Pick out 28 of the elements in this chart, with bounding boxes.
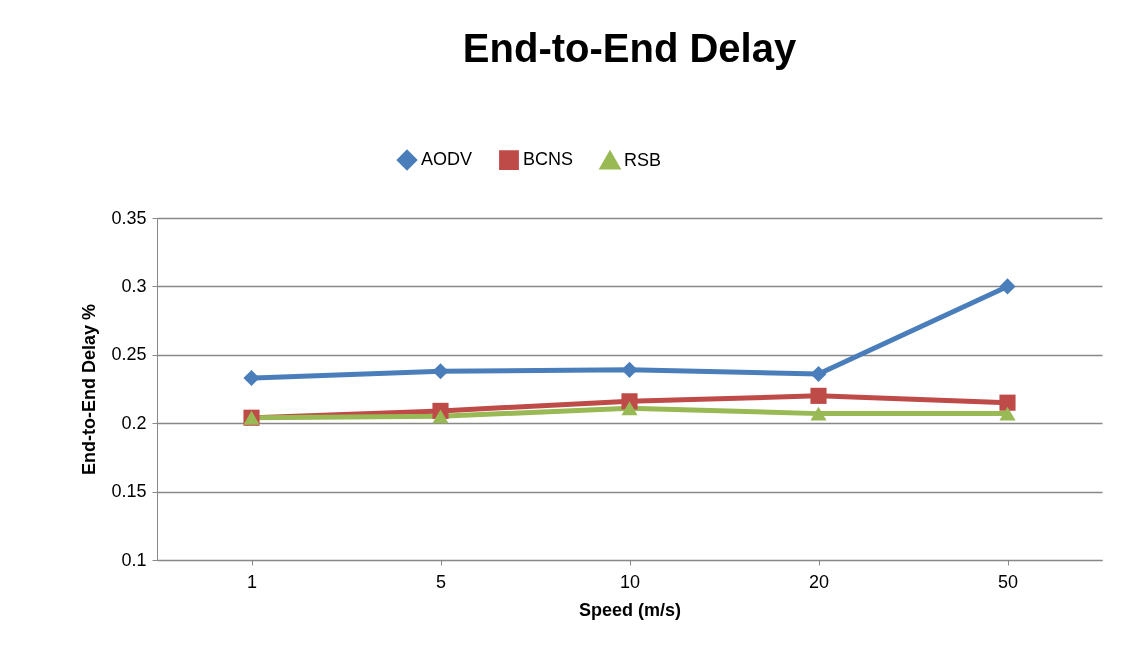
point	[810, 365, 827, 383]
point	[243, 369, 260, 387]
x-tick-label: 1	[246, 571, 258, 592]
point	[810, 387, 827, 404]
point	[810, 406, 827, 421]
y-tick-label: 0.3	[121, 275, 147, 296]
point	[999, 406, 1016, 421]
y-tick-label: 0.25	[111, 344, 147, 365]
x-tick-label: 50	[997, 571, 1019, 592]
x-tick-label: 20	[808, 571, 830, 592]
legend-label: BCNS	[523, 149, 574, 170]
x-tick-label: 5	[435, 571, 447, 592]
chart-title: End-to-End Delay	[462, 26, 797, 70]
point	[621, 361, 638, 378]
x-axis-title: Speed (m/s)	[578, 599, 682, 620]
point	[432, 409, 449, 424]
point	[621, 401, 638, 416]
y-tick-label: 0.2	[121, 412, 147, 433]
y-tick-label: 0.1	[121, 549, 147, 570]
y-tick-label: 0.35	[111, 207, 147, 228]
x-tick-label: 10	[619, 571, 641, 592]
point	[432, 363, 449, 380]
legend-label: AODV	[421, 149, 473, 170]
y-tick-label: 0.15	[111, 481, 147, 502]
y-axis-title: End-to-End Delay %	[79, 303, 100, 476]
point	[999, 278, 1016, 295]
point	[999, 394, 1016, 411]
legend-label: RSB	[624, 149, 662, 170]
